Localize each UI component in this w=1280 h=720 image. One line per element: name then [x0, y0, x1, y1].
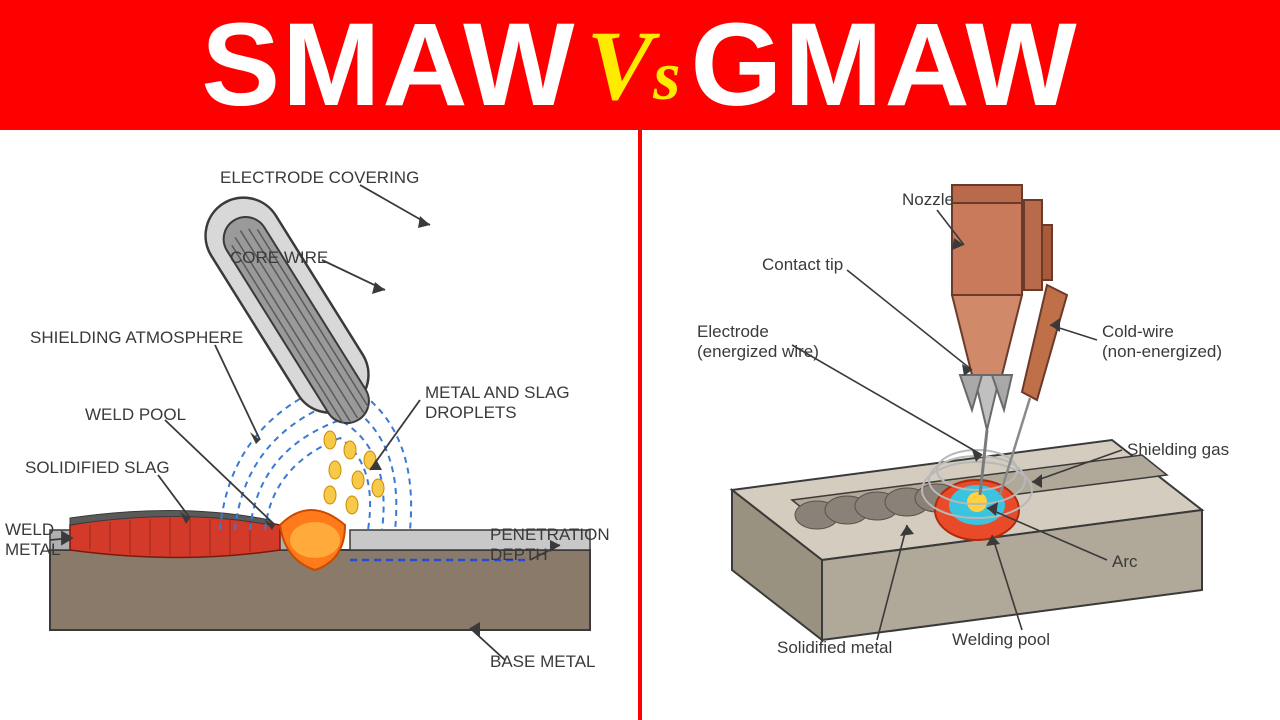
label-base-metal: BASE METAL: [490, 652, 596, 672]
label-solidified-slag: SOLIDIFIED SLAG: [25, 458, 170, 478]
label-welding-pool: Welding pool: [952, 630, 1050, 650]
label-core-wire: CORE WIRE: [230, 248, 328, 268]
label-shielding-atmosphere: SHIELDING ATMOSPHERE: [30, 328, 243, 348]
title-gmaw: GMAW: [690, 0, 1078, 133]
title-vs: Vs: [586, 8, 680, 123]
label-metal-slag-droplets: METAL AND SLAG DROPLETS: [425, 383, 570, 424]
header-bar: SMAW Vs GMAW: [0, 0, 1280, 130]
content-row: ELECTRODE COVERING CORE WIRE SHIELDING A…: [0, 130, 1280, 720]
label-cold-wire: Cold-wire (non-energized): [1102, 322, 1222, 363]
label-arc: Arc: [1112, 552, 1138, 572]
label-solidified-metal: Solidified metal: [777, 638, 892, 658]
smaw-panel: ELECTRODE COVERING CORE WIRE SHIELDING A…: [0, 130, 638, 720]
label-weld-metal: WELD METAL: [5, 520, 60, 561]
label-nozzle: Nozzle: [902, 190, 954, 210]
label-penetration-depth: PENETRATION DEPTH: [490, 525, 610, 566]
label-electrode: Electrode (energized wire): [697, 322, 819, 363]
label-shielding-gas: Shielding gas: [1127, 440, 1229, 460]
gmaw-panel: Nozzle Contact tip Electrode (energized …: [642, 130, 1280, 720]
label-contact-tip: Contact tip: [762, 255, 843, 275]
title-smaw: SMAW: [201, 0, 576, 133]
label-electrode-covering: ELECTRODE COVERING: [220, 168, 419, 188]
label-weld-pool: WELD POOL: [85, 405, 186, 425]
